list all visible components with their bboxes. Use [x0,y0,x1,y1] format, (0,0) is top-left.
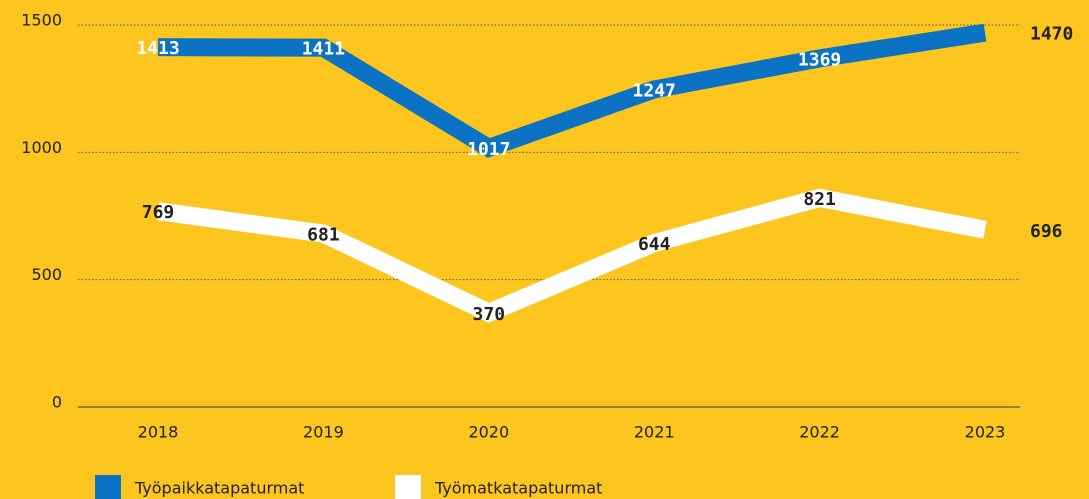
series-line [157,23,987,158]
y-tick-label: 0 [52,393,62,412]
value-label: 821 [803,189,836,210]
y-tick-label: 500 [31,265,62,284]
legend-label: Työpaikkatapaturmat [134,479,304,498]
value-label: 696 [1030,221,1063,242]
value-label: 1247 [633,80,676,101]
x-tick-label: 2023 [965,423,1006,442]
x-tick-label: 2020 [468,423,509,442]
value-label: 644 [638,234,671,255]
y-tick-label: 1000 [21,138,62,157]
value-label: 1411 [302,39,345,60]
value-label: 1470 [1030,24,1073,45]
x-tick-label: 2021 [634,423,675,442]
legend-swatch [395,475,421,499]
series-line [156,188,987,323]
legend-swatch [95,475,121,499]
y-tick-label: 1500 [21,11,62,30]
value-label: 681 [307,225,340,246]
value-label: 1369 [798,49,841,70]
value-label: 1017 [467,139,510,160]
legend-label: Työmatkatapaturmat [434,479,602,498]
value-label: 769 [142,202,175,223]
value-label: 1413 [136,38,179,59]
x-tick-label: 2019 [303,423,344,442]
x-tick-label: 2018 [138,423,179,442]
value-label: 370 [473,304,506,325]
x-tick-label: 2022 [799,423,840,442]
